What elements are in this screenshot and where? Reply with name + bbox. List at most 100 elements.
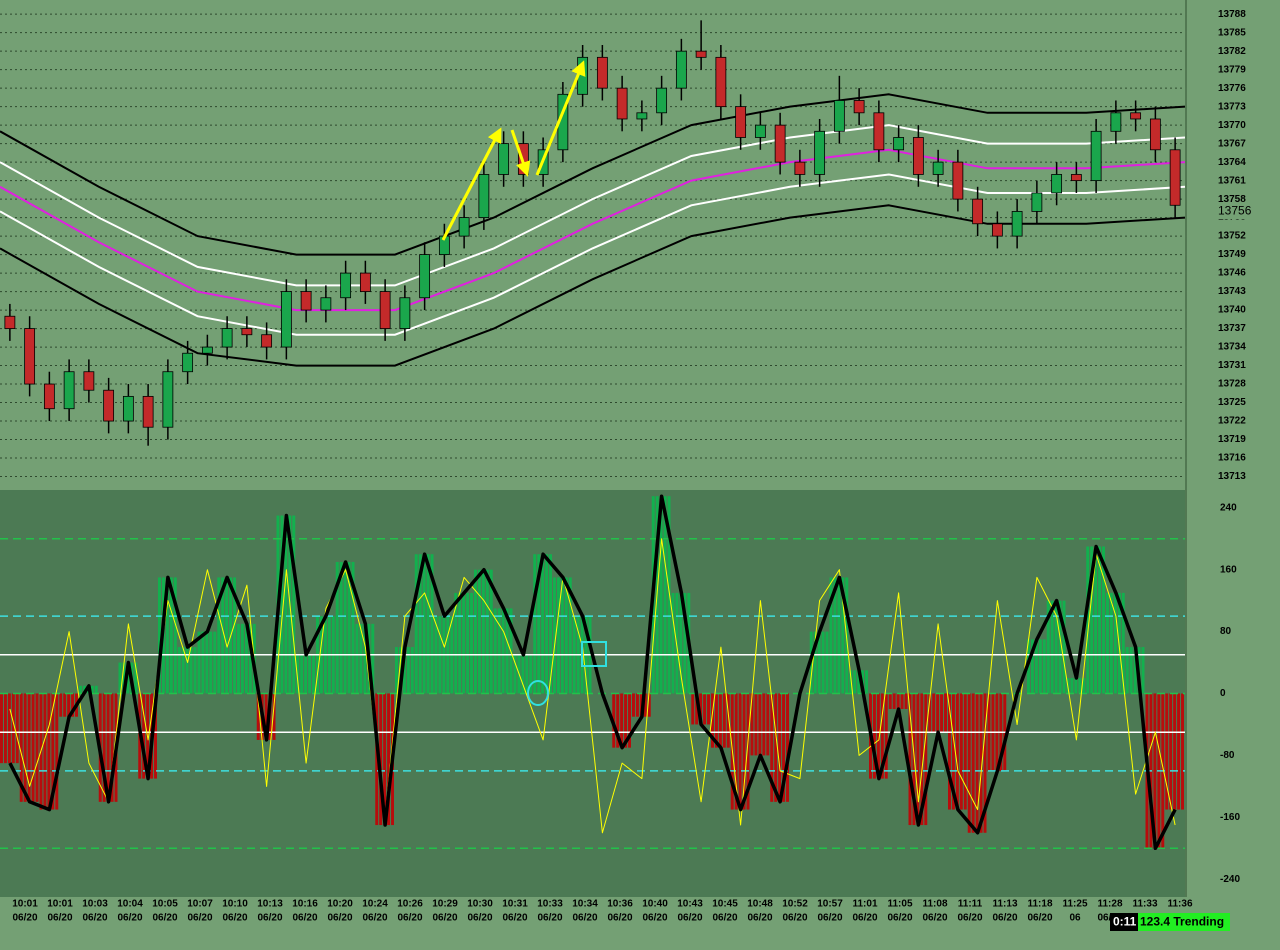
- arrow: [510, 129, 531, 177]
- histogram-bar: [959, 693, 963, 810]
- x-date-label: 06/20: [537, 913, 562, 924]
- candle-body: [1169, 149, 1181, 206]
- band-line: [0, 148, 1186, 312]
- candle-body: [498, 143, 510, 175]
- histogram-bar: [158, 577, 161, 694]
- histogram-bar: [872, 693, 876, 779]
- histogram-bar: [774, 693, 778, 802]
- candle-body: [616, 87, 628, 120]
- x-date-label: 06/20: [117, 913, 142, 924]
- histogram-bar: [466, 592, 470, 694]
- histogram-bar: [821, 631, 825, 694]
- histogram-bar: [154, 693, 157, 779]
- histogram-bar: [782, 693, 786, 802]
- histogram-bar: [770, 693, 774, 802]
- histogram-bar: [1094, 546, 1098, 694]
- candle-body: [458, 217, 470, 237]
- candle-body: [379, 291, 391, 329]
- histogram-bar: [628, 693, 631, 748]
- candle-body: [636, 112, 648, 120]
- histogram-bar: [31, 693, 35, 802]
- x-tick-label: 10:24: [362, 899, 388, 910]
- histogram-bar: [936, 693, 940, 733]
- histogram-bar: [339, 561, 343, 694]
- histogram-bar: [343, 561, 347, 694]
- histogram-bar: [0, 693, 3, 764]
- histogram-bar: [193, 647, 197, 694]
- histogram-bar: [335, 561, 339, 694]
- candle-body: [419, 254, 431, 299]
- x-date-label: 06/20: [152, 913, 177, 924]
- histogram-bar: [233, 577, 236, 694]
- histogram-bar: [142, 693, 146, 779]
- histogram-bar: [1038, 639, 1042, 694]
- x-date-label: 06/20: [957, 913, 982, 924]
- x-date-label: 06/20: [782, 913, 807, 924]
- histogram-bar: [683, 592, 687, 694]
- histogram-bar: [758, 693, 762, 756]
- histogram-bar: [1050, 600, 1054, 694]
- histogram-bar: [395, 647, 398, 694]
- histogram-bar: [695, 693, 699, 725]
- histogram-bar: [549, 554, 552, 694]
- histogram-bar: [197, 631, 201, 694]
- histogram-bar: [1106, 592, 1109, 694]
- candle-body: [241, 328, 253, 336]
- histogram-bar: [971, 693, 975, 833]
- candle-body: [695, 50, 707, 58]
- y-tick-label: 13725: [1218, 397, 1246, 408]
- candle-body: [1051, 174, 1063, 194]
- candle-body: [912, 137, 924, 175]
- arrow: [441, 127, 502, 241]
- x-tick-label: 10:43: [677, 899, 703, 910]
- x-tick-label: 11:08: [922, 899, 947, 910]
- histogram-bar: [248, 623, 252, 694]
- histogram-bar: [513, 654, 517, 694]
- histogram-bar: [1125, 647, 1129, 694]
- circle-marker: [527, 680, 549, 706]
- histogram-bar: [616, 693, 620, 748]
- histogram-bar: [908, 693, 912, 826]
- y-tick-label: 13740: [1218, 305, 1246, 316]
- y-tick-label: 13719: [1218, 434, 1246, 445]
- histogram-bar: [225, 577, 229, 694]
- histogram-bar: [556, 577, 560, 694]
- y-tick-label: 13776: [1218, 83, 1246, 94]
- histogram-bar: [742, 693, 746, 810]
- histogram-bar: [134, 662, 138, 694]
- x-tick-label: 10:16: [292, 899, 318, 910]
- histogram-bar: [493, 608, 497, 694]
- candle-body: [814, 130, 826, 175]
- x-tick-label: 10:13: [257, 899, 283, 910]
- histogram-bar: [1173, 693, 1177, 810]
- histogram-bar: [564, 577, 568, 694]
- histogram-bar: [624, 693, 628, 748]
- histogram-bar: [568, 577, 572, 694]
- histogram-bar: [714, 693, 718, 748]
- histogram-bar: [430, 554, 434, 694]
- histogram-bar: [213, 631, 217, 694]
- histogram-bar: [454, 592, 458, 694]
- status-state-box: [1138, 913, 1230, 931]
- candle-body: [873, 112, 885, 151]
- y-tick-label: 13713: [1218, 471, 1246, 482]
- histogram-bar: [406, 647, 410, 694]
- y-tick-label: 13743: [1218, 286, 1246, 297]
- y-tick-label: 13746: [1218, 268, 1246, 279]
- x-tick-label: 10:20: [327, 899, 353, 910]
- y-tick-label: 13764: [1218, 157, 1246, 168]
- price-panel: 13713 13716 13719 13722 13725 13728 13731 13734…: [0, 9, 1260, 482]
- histogram-bar: [55, 693, 59, 810]
- candle-body: [221, 328, 233, 348]
- candle-body: [201, 346, 213, 354]
- histogram-bar: [402, 647, 406, 694]
- y-tick-label: 13737: [1218, 323, 1246, 334]
- y-tick-label: 13758: [1218, 194, 1246, 205]
- histogram-bar: [1113, 592, 1117, 694]
- histogram-bar: [865, 670, 868, 694]
- candle-body: [1149, 118, 1161, 151]
- histogram-bar: [71, 693, 75, 717]
- y-tick-label: 13731: [1218, 360, 1246, 371]
- candle-body: [675, 50, 687, 89]
- histogram-bar: [778, 693, 782, 802]
